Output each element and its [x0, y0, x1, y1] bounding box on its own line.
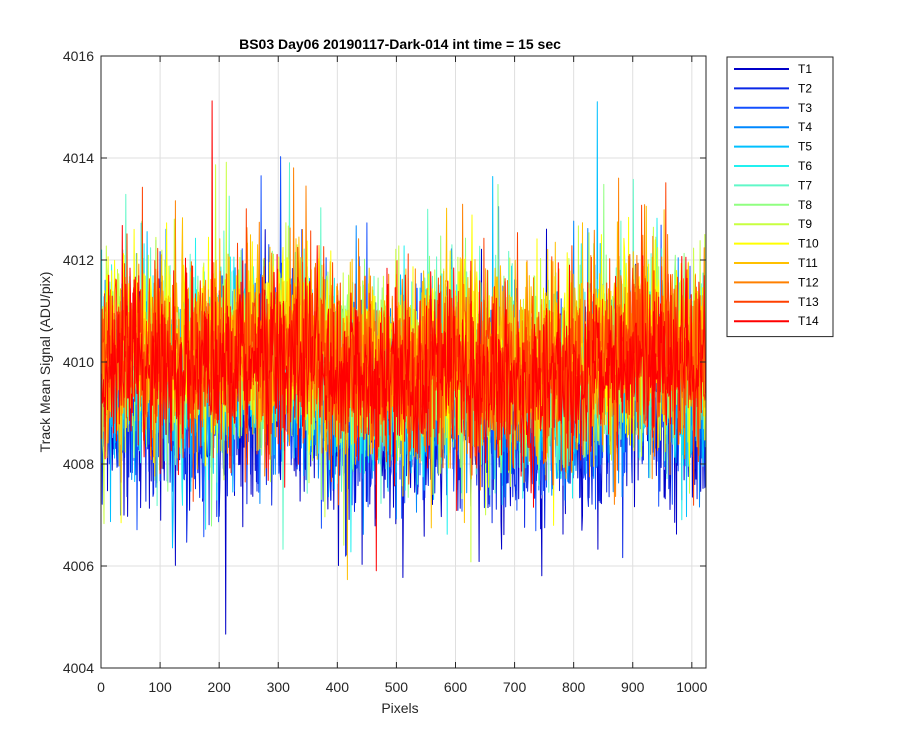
- x-tick-label: 0: [97, 679, 105, 695]
- legend-label-t13: T13: [798, 295, 819, 309]
- x-tick-label: 600: [444, 679, 468, 695]
- legend-label-t12: T12: [798, 275, 819, 289]
- legend-label-t6: T6: [798, 159, 812, 173]
- x-tick-label: 200: [207, 679, 231, 695]
- x-tick-label: 700: [503, 679, 527, 695]
- x-tick-label: 900: [621, 679, 645, 695]
- legend-label-t7: T7: [798, 178, 812, 192]
- y-tick-label: 4012: [63, 252, 94, 268]
- legend-label-t8: T8: [798, 198, 812, 212]
- legend-label-t1: T1: [798, 62, 812, 76]
- y-tick-label: 4010: [63, 354, 94, 370]
- y-tick-label: 4008: [63, 456, 94, 472]
- legend-label-t5: T5: [798, 140, 812, 154]
- legend-label-t3: T3: [798, 101, 812, 115]
- legend-label-t9: T9: [798, 217, 812, 231]
- series-line-t13: [101, 182, 706, 506]
- y-tick-label: 4014: [63, 150, 94, 166]
- y-tick-label: 4004: [63, 660, 94, 676]
- legend-label-t10: T10: [798, 237, 819, 251]
- x-tick-label: 100: [148, 679, 172, 695]
- x-tick-label: 1000: [676, 679, 707, 695]
- x-tick-label: 800: [562, 679, 586, 695]
- y-tick-label: 4006: [63, 558, 94, 574]
- y-tick-label: 4016: [63, 48, 94, 64]
- x-tick-label: 300: [267, 679, 291, 695]
- legend-label-t14: T14: [798, 314, 819, 328]
- series-group: [101, 100, 706, 635]
- legend-box: [726, 56, 834, 338]
- y-axis-label: Track Mean Signal (ADU/pix): [37, 272, 53, 453]
- axis-ticks: 0 100 200 300 400 500 600 700 800 900 1000 4004 4006…: [63, 48, 708, 695]
- series-line-t14: [101, 100, 706, 572]
- x-tick-label: 400: [326, 679, 350, 695]
- legend-label-t4: T4: [798, 120, 812, 134]
- legend-label-t2: T2: [798, 81, 812, 95]
- x-axis-label: Pixels: [381, 700, 418, 716]
- legend-label-t11: T11: [798, 256, 818, 270]
- legend: T1 T2 T3 T4 T5 T6 T7 T8 T9 T10 T11 T12 T13 T14: [726, 56, 834, 338]
- x-tick-label: 500: [385, 679, 409, 695]
- plot-area: 0 100 200 300 400 500 600 700 800 900 1000 4004 4006…: [63, 48, 708, 695]
- chart-title: BS03 Day06 20190117-Dark-014 int time = …: [239, 36, 561, 52]
